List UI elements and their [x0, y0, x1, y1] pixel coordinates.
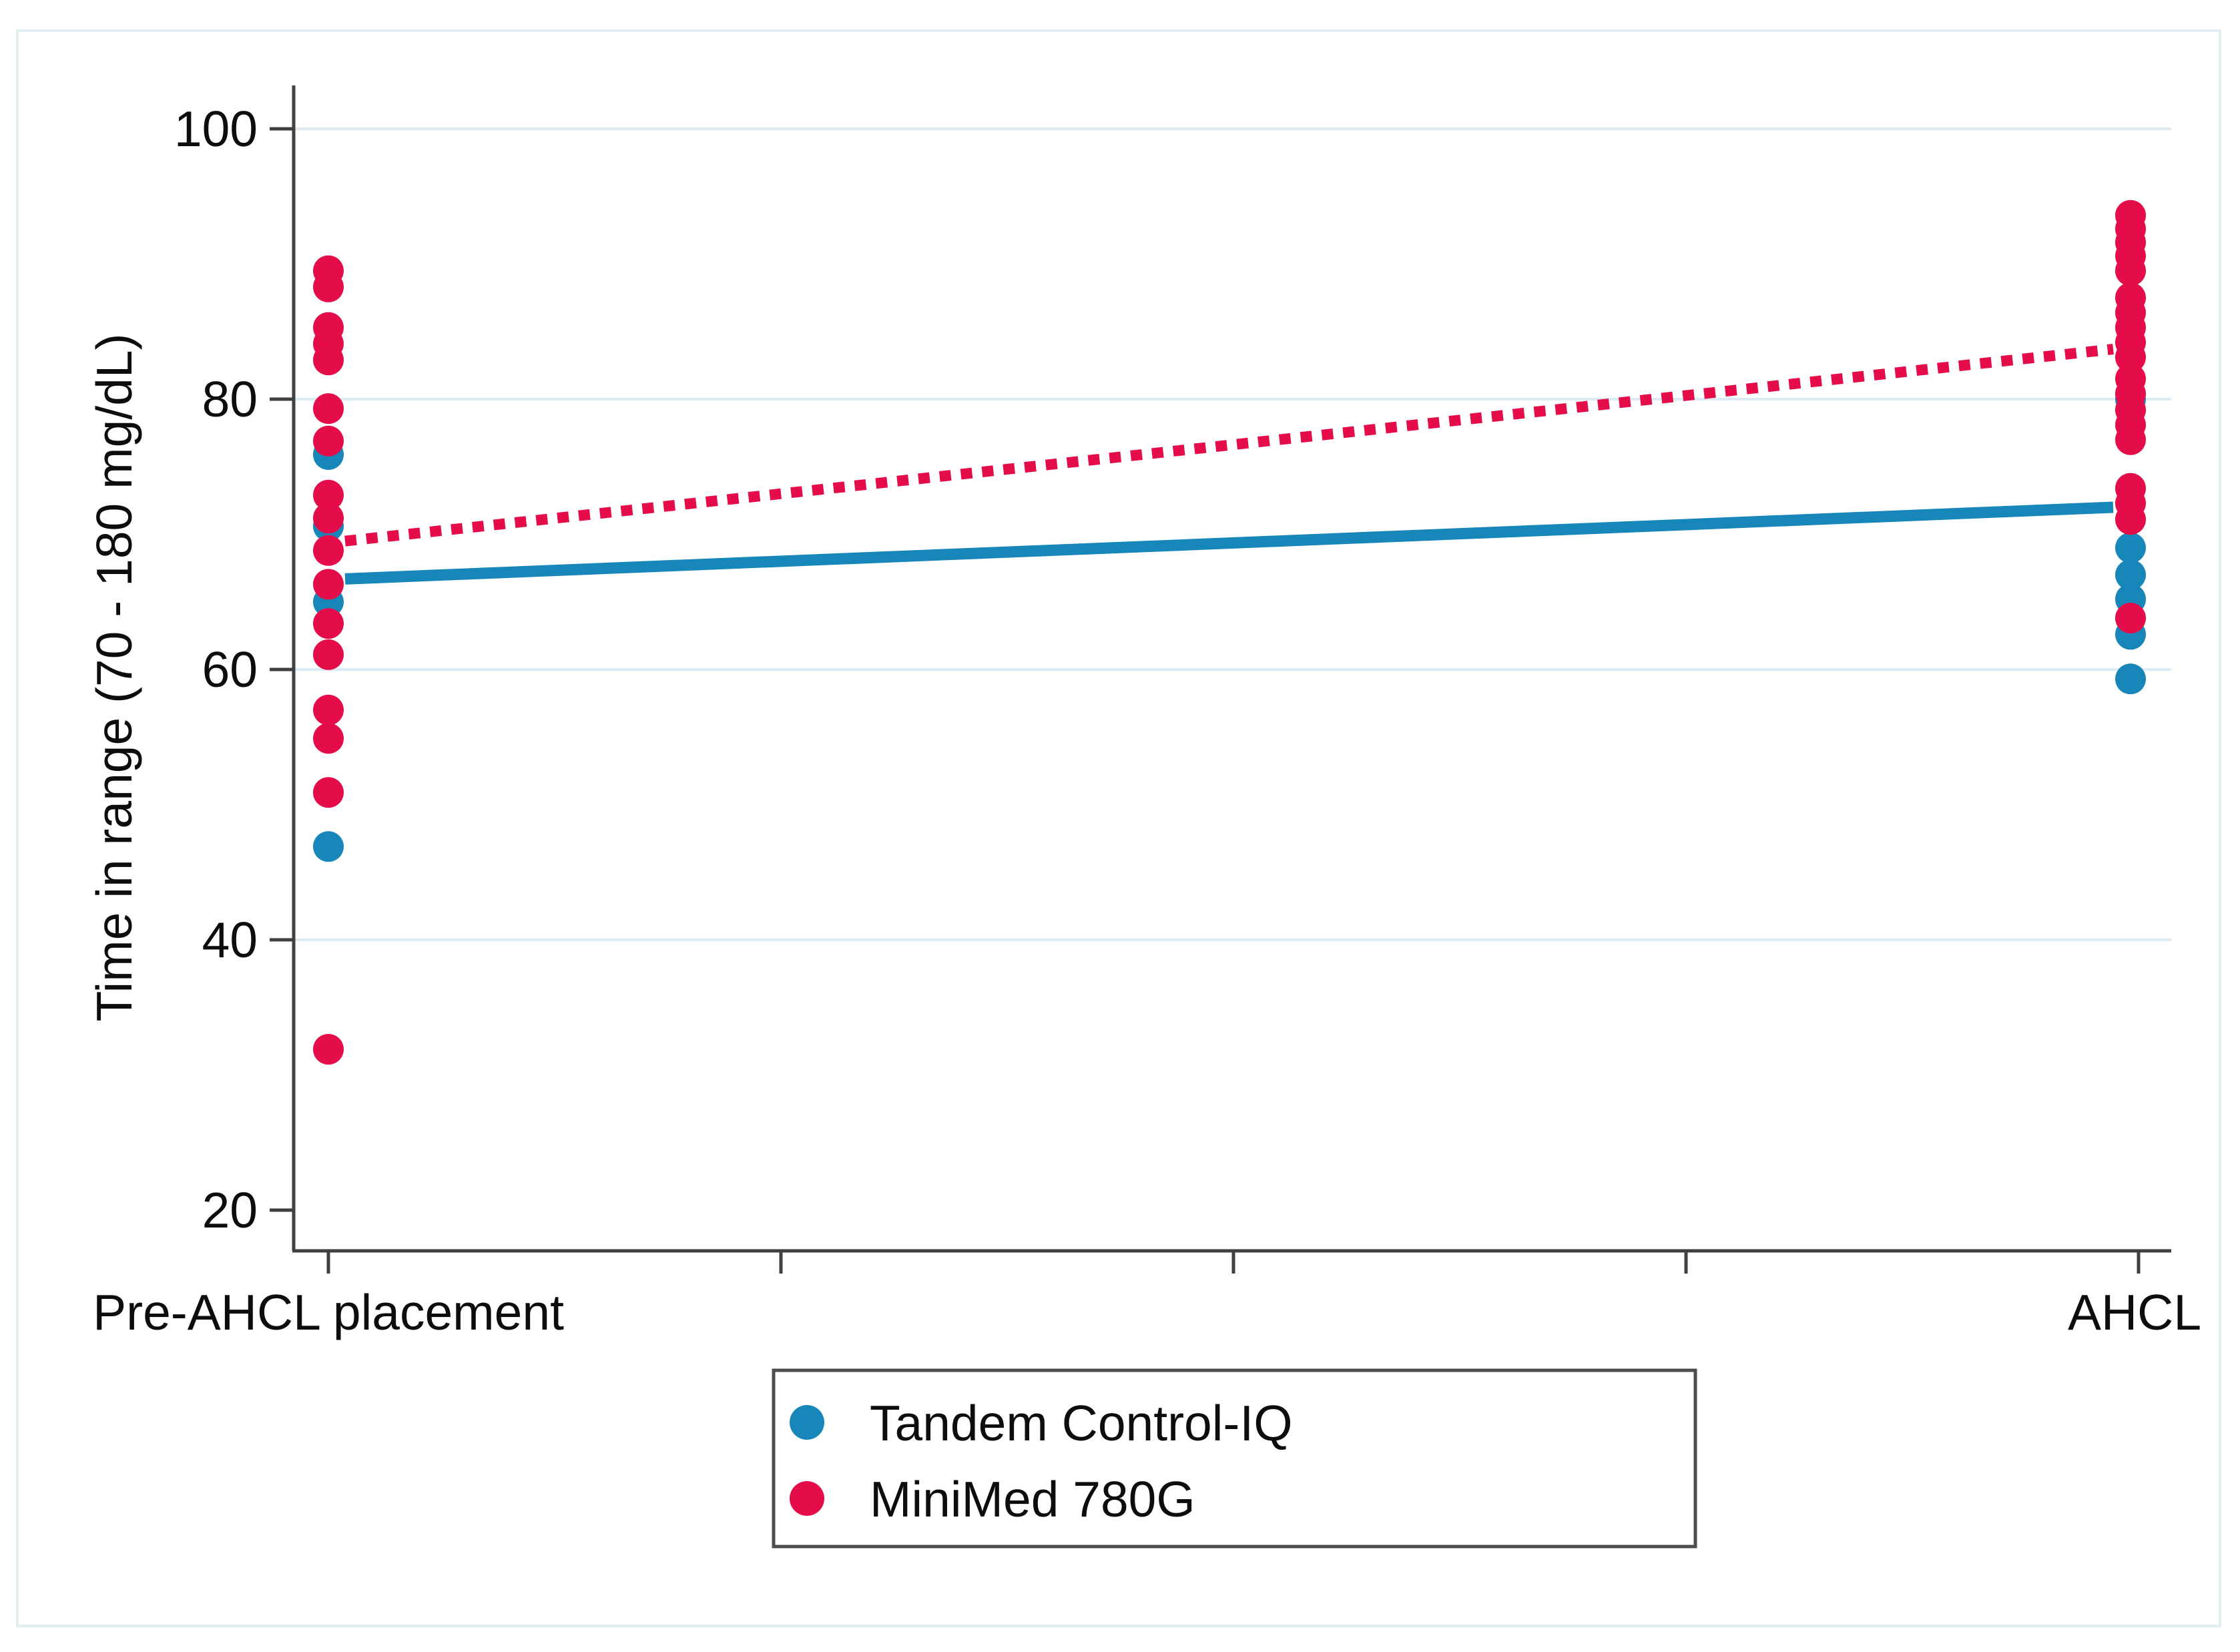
x-tick-label-pre-ahcl: Pre-AHCL placement: [93, 1284, 564, 1340]
trend-line-minimed: [344, 344, 2114, 547]
legend-label-tandem: Tandem Control-IQ: [870, 1395, 1293, 1451]
tandem-point: [2115, 559, 2146, 591]
x-tick-label-ahcl: AHCL: [2068, 1284, 2201, 1340]
minimed-point: [313, 608, 344, 639]
legend: Tandem Control-IQ MiniMed 780G: [772, 1368, 1697, 1549]
minimed-point: [313, 1034, 344, 1065]
y-tick-label-40: 40: [202, 912, 258, 968]
minimed-point: [2115, 424, 2146, 455]
minimed-point: [313, 569, 344, 600]
minimed-point: [2115, 342, 2146, 373]
minimed-point: [313, 694, 344, 726]
minimed-point: [313, 639, 344, 670]
minimed-point: [313, 271, 344, 302]
y-tick-label-80: 80: [202, 371, 258, 427]
minimed-point: [313, 777, 344, 808]
tandem-point: [313, 831, 344, 862]
minimed-point: [313, 723, 344, 754]
minimed-point: [313, 393, 344, 425]
y-axis-title: Time in range (70 - 180 mg/dL): [86, 333, 142, 1021]
legend-box: [772, 1368, 1697, 1549]
legend-marker-tandem: [790, 1405, 824, 1440]
data-points: [313, 200, 2146, 1065]
minimed-point: [2115, 255, 2146, 286]
minimed-point: [313, 535, 344, 566]
x-axis-ticks: [326, 1251, 2141, 1274]
trend-lines: [344, 344, 2114, 585]
y-axis-ticks: [270, 127, 294, 1212]
legend-marker-minimed: [790, 1481, 824, 1516]
tandem-point: [2115, 663, 2146, 695]
minimed-point: [313, 503, 344, 534]
minimed-point: [313, 479, 344, 511]
minimed-point: [313, 344, 344, 376]
y-tick-label-60: 60: [202, 641, 258, 698]
tandem-point: [2115, 532, 2146, 563]
gridlines: [295, 127, 2171, 941]
trend-line-tandem: [344, 501, 2114, 585]
y-tick-label-20: 20: [202, 1182, 258, 1238]
minimed-point: [2115, 504, 2146, 535]
legend-label-minimed: MiniMed 780G: [870, 1471, 1195, 1527]
minimed-point: [313, 425, 344, 457]
y-tick-label-100: 100: [174, 101, 258, 157]
y-axis-tick-labels: 100 80 60 40 20: [174, 101, 258, 1238]
figure-border: [16, 29, 2221, 1627]
minimed-point: [2115, 603, 2146, 634]
